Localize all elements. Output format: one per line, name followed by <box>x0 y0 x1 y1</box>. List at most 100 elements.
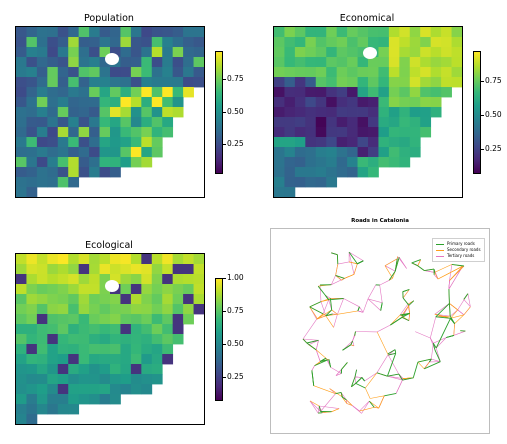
heatmap-cell <box>26 127 38 138</box>
heatmap-cell <box>451 57 462 68</box>
heatmap-cell <box>151 117 163 128</box>
heatmap-cell <box>110 254 121 265</box>
heatmap-cell <box>57 354 69 365</box>
heatmap-cell <box>388 77 400 88</box>
heatmap-cell <box>99 384 111 395</box>
heatmap-cell <box>368 87 379 98</box>
roads-title: Roads in Catalonia <box>351 218 409 224</box>
heatmap-cell <box>16 167 27 178</box>
road-segment <box>337 298 344 315</box>
road-segment <box>320 299 329 302</box>
road-segment <box>344 276 349 279</box>
road-segment <box>463 293 469 300</box>
colorbar-tick-label: 0.75 <box>485 75 502 85</box>
heatmap-cell <box>130 67 142 78</box>
heatmap-cell <box>16 117 27 128</box>
heatmap-cell <box>57 107 69 118</box>
road-segment <box>417 361 425 370</box>
heatmap-cell <box>120 314 132 325</box>
heatmap-cell <box>315 157 327 168</box>
road-segment <box>320 393 336 412</box>
heatmap-cell <box>16 254 27 265</box>
heatmap-cell <box>368 167 379 178</box>
heatmap-cell <box>89 77 100 88</box>
heatmap-cell <box>294 167 306 178</box>
heatmap-cell <box>110 97 121 108</box>
heatmap-cell <box>26 354 38 365</box>
heatmap-cell <box>336 37 348 48</box>
heatmap-cell <box>409 67 421 78</box>
heatmap-cell <box>172 284 184 295</box>
heatmap-cell <box>120 147 132 158</box>
road-segment <box>378 395 385 409</box>
road-segment <box>369 400 379 409</box>
heatmap-cell <box>120 37 132 48</box>
heatmap-cell <box>47 264 59 275</box>
heatmap-cell <box>162 264 174 275</box>
heatmap-cell <box>162 117 174 128</box>
heatmap-cell <box>420 127 432 138</box>
heatmap-cell <box>409 147 421 158</box>
heatmap-cell <box>78 147 90 158</box>
heatmap-cell <box>141 27 153 38</box>
road-segment <box>402 377 414 381</box>
heatmap-cell <box>68 404 80 415</box>
heatmap-cell <box>151 284 163 295</box>
heatmap-cell <box>16 384 27 395</box>
heatmap-cell <box>120 364 132 375</box>
heatmap-cell <box>183 304 194 315</box>
heatmap-cell <box>326 147 338 158</box>
heatmap-cell <box>326 57 338 68</box>
heatmap-cell <box>47 77 59 88</box>
heatmap-cell <box>16 394 27 405</box>
heatmap-cell <box>388 97 400 108</box>
heatmap-cell <box>68 334 80 345</box>
heatmap-cell <box>151 37 163 48</box>
heatmap-cell <box>110 374 121 385</box>
road-segment <box>361 400 370 414</box>
heatmap-cell <box>16 157 27 168</box>
heatmap-cell <box>57 67 69 78</box>
heatmap-cell <box>388 147 400 158</box>
heatmap-cell <box>162 314 174 325</box>
road-segment <box>408 300 415 306</box>
heatmap-cell <box>399 67 411 78</box>
heatmap-cell <box>26 47 38 58</box>
colorbar-tick-mark <box>481 80 484 82</box>
heatmap-cell <box>151 344 163 355</box>
heatmap-cell <box>368 127 379 138</box>
heatmap-cell <box>151 294 163 305</box>
heatmap-cell <box>451 37 462 48</box>
heatmap-cell <box>120 87 132 98</box>
road-segment <box>340 392 344 399</box>
heatmap-cell <box>16 57 27 68</box>
heatmap-cell <box>357 117 369 128</box>
heatmap-cell <box>183 87 194 98</box>
colorbar-tick-mark <box>223 278 226 279</box>
road-segment <box>368 400 375 408</box>
heatmap-cell <box>78 394 90 405</box>
heatmap-cell <box>430 37 442 48</box>
heatmap-cell <box>294 137 306 148</box>
heatmap-cell <box>336 87 348 98</box>
road-segment <box>359 400 370 412</box>
heatmap-cell <box>162 127 174 138</box>
road-segment <box>328 359 332 368</box>
road-segment <box>346 399 353 406</box>
heatmap-cell <box>120 384 132 395</box>
heatmap-cell <box>47 27 59 38</box>
heatmap-cell <box>315 57 327 68</box>
heatmap-cell <box>78 127 90 138</box>
heatmap-cell <box>162 37 174 48</box>
road-segment <box>348 252 355 275</box>
heatmap-cell <box>16 177 27 188</box>
heatmap-cell <box>347 97 358 108</box>
heatmap-cell <box>368 67 379 78</box>
heatmap-cell <box>357 157 369 168</box>
heatmap-cell <box>294 27 306 38</box>
heatmap-cell <box>141 117 153 128</box>
heatmap-cell <box>99 117 111 128</box>
heatmap-cell <box>47 127 59 138</box>
heatmap-cell <box>130 324 142 335</box>
heatmap-cell <box>57 364 69 375</box>
